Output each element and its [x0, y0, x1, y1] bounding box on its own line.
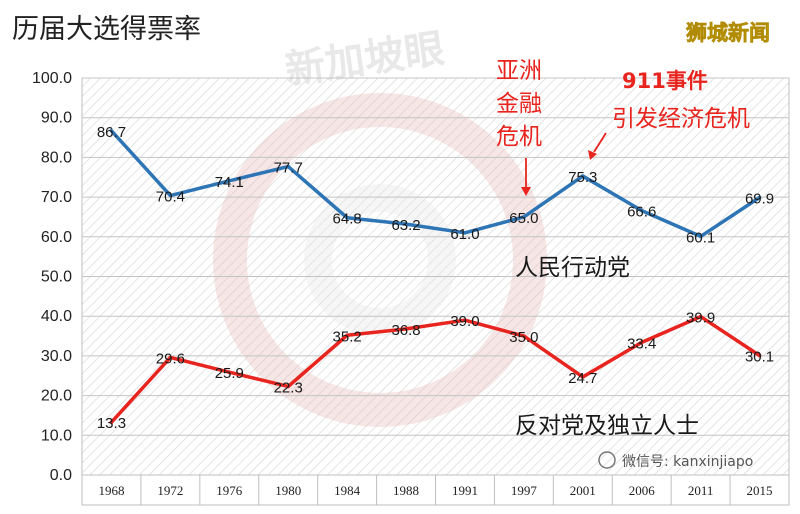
data-point	[522, 334, 526, 338]
chart-title: 历届大选得票率	[12, 14, 201, 45]
series-name-opposition: 反对党及独立人士	[515, 413, 699, 439]
data-label: 29.6	[156, 350, 185, 367]
data-label: 22.3	[274, 379, 303, 396]
data-label: 39.0	[450, 313, 479, 330]
data-label: 69.9	[745, 190, 774, 207]
data-label: 64.8	[333, 211, 362, 228]
series-name-pap: 人民行动党	[515, 255, 630, 281]
x-axis: 1968 1972 1976 1980 1984 1988 1991 1997 2001 2006…	[81, 474, 790, 506]
data-point	[757, 195, 762, 200]
data-label: 74.1	[215, 174, 244, 191]
data-point	[639, 208, 644, 213]
data-point	[168, 355, 173, 360]
x-tick-label: 2011	[688, 483, 714, 498]
data-point	[286, 164, 291, 169]
data-point	[580, 375, 585, 379]
data-point	[345, 333, 349, 338]
y-tick-label: 30.0	[41, 348, 72, 365]
data-label: 35.2	[333, 328, 362, 345]
y-tick-label: 20.0	[41, 388, 72, 405]
x-tick-label: 2015	[747, 483, 773, 498]
data-point	[227, 179, 232, 183]
data-label: 39.9	[686, 310, 715, 327]
data-point	[404, 222, 408, 226]
data-label: 60.1	[686, 229, 715, 246]
y-tick-label: 90.0	[41, 110, 72, 127]
data-point	[345, 215, 349, 220]
x-tick-label: 1972	[157, 483, 183, 498]
watermark-emblem	[213, 93, 547, 427]
data-label: 36.8	[391, 322, 420, 339]
x-tick-label: 1976	[216, 483, 243, 498]
data-point	[463, 231, 467, 235]
x-tick-label: 1984	[334, 483, 361, 498]
x-tick-label: 1980	[275, 483, 301, 498]
y-tick-label: 50.0	[41, 269, 72, 286]
data-point	[639, 340, 644, 345]
data-point	[168, 193, 173, 198]
y-tick-label: 10.0	[41, 427, 72, 444]
y-tick-label: 100.0	[32, 70, 72, 87]
brand-logo: 狮城新闻	[686, 21, 770, 45]
data-point	[757, 353, 762, 358]
annotation-2001-arrowhead	[588, 150, 597, 160]
data-label: 33.4	[627, 335, 656, 352]
data-point	[109, 420, 114, 424]
annotation-2001-line2: 引发经济危机	[612, 106, 750, 132]
data-label: 63.2	[391, 217, 420, 234]
data-point	[227, 370, 232, 374]
data-point	[698, 234, 703, 239]
data-label: 30.1	[745, 349, 774, 366]
data-label: 35.0	[509, 329, 538, 346]
data-label: 13.3	[97, 415, 126, 432]
data-point	[522, 215, 526, 219]
y-tick-label: 80.0	[41, 149, 72, 166]
annotation-2001-line1: 911事件	[622, 69, 708, 93]
series-lines	[109, 129, 762, 424]
series-line-0	[109, 129, 762, 239]
x-tick-label: 2001	[570, 483, 596, 498]
x-tick-label: 1988	[393, 483, 419, 498]
annotation-1997-line2: 金融	[496, 91, 542, 117]
data-label: 66.6	[627, 204, 656, 221]
data-label: 61.0	[450, 226, 479, 243]
wechat-account: 微信号: kanxinjiapo	[622, 454, 753, 470]
data-label: 65.0	[509, 210, 538, 227]
data-label: 77.7	[274, 160, 303, 177]
y-tick-label: 0.0	[50, 467, 72, 484]
data-label: 24.7	[568, 370, 597, 387]
y-axis-ticks: 0.0 10.0 20.0 30.0 40.0 50.0 60.0 70.0 80.0 90.0 1…	[32, 70, 72, 484]
annotation-1997-arrowhead	[521, 187, 531, 196]
data-point	[286, 384, 291, 389]
data-point	[580, 174, 585, 178]
wechat-badge: 微信号: kanxinjiapo	[598, 451, 753, 470]
data-label: 75.3	[568, 169, 597, 186]
x-tick-label: 1997	[511, 483, 538, 498]
annotation-2001: 911事件 引发经济危机	[588, 69, 750, 160]
data-point	[109, 129, 114, 133]
y-tick-label: 40.0	[41, 308, 72, 325]
data-label: 70.4	[156, 189, 185, 206]
series-line-1	[109, 314, 762, 424]
x-tick-label: 2006	[629, 483, 656, 498]
annotation-1997: 亚洲 金融 危机	[496, 58, 542, 196]
data-label: 25.9	[215, 365, 244, 382]
x-tick-label: 1991	[452, 483, 478, 498]
annotation-1997-line1: 亚洲	[496, 58, 542, 84]
x-tick-label: 1968	[98, 483, 124, 498]
wechat-icon	[598, 451, 616, 469]
data-point	[463, 318, 467, 322]
annotation-1997-line3: 危机	[496, 124, 542, 150]
annotation-2001-arrow	[593, 132, 607, 153]
data-point	[404, 327, 408, 331]
data-label: 86.7	[97, 124, 126, 141]
data-labels: 86.7 70.4 74.1 77.7 64.8 63.2 61.0 65.0 75.3 66.6…	[97, 124, 774, 432]
y-tick-label: 70.0	[41, 189, 72, 206]
data-point	[698, 314, 703, 319]
y-tick-label: 60.0	[41, 229, 72, 246]
